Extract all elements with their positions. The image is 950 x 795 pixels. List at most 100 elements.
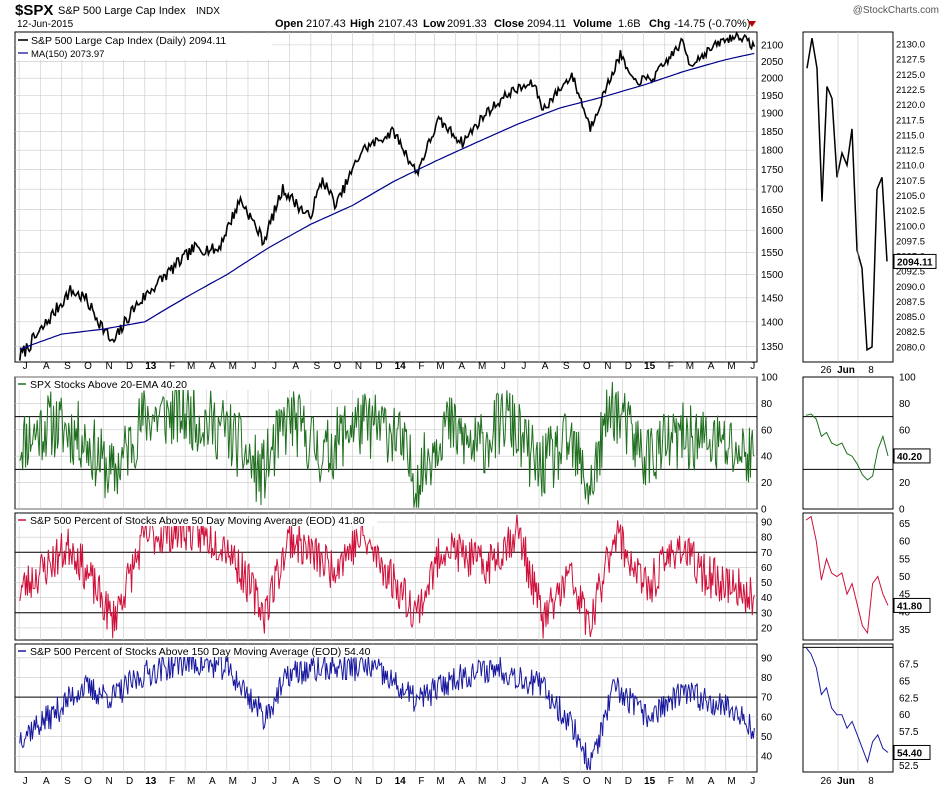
zoom-y-tick-label: 2100.0 (896, 221, 925, 232)
low-label: Low (423, 18, 445, 30)
legend-box (17, 34, 272, 60)
open-label: Open (275, 18, 303, 30)
down-arrow-icon (748, 21, 756, 27)
zoom-y-tick-label: 45 (899, 590, 911, 601)
x-tick-label: M (436, 361, 444, 372)
x-tick-label: N (604, 361, 611, 372)
x-tick-label: 13 (145, 361, 157, 372)
y-tick-label: 70 (761, 548, 773, 559)
x-tick-label: S (563, 776, 570, 787)
y-tick-label: 2100 (761, 40, 784, 51)
zoom-x-tick-label: Jun (837, 365, 855, 376)
y-tick-label: 90 (761, 653, 773, 664)
indicator-legend-box (17, 645, 377, 657)
close-label: Close (494, 18, 524, 30)
x-tick-label: O (84, 361, 92, 372)
x-tick-label: M (187, 776, 195, 787)
zoom-panel-frame-4 (802, 643, 894, 773)
x-tick-label: N (355, 361, 362, 372)
x-tick-label: O (333, 776, 341, 787)
x-tick-label: A (292, 776, 299, 787)
x-tick-label: D (625, 776, 632, 787)
y-tick-label: 1800 (761, 146, 784, 157)
y-tick-label: 0 (761, 505, 767, 516)
x-tick-label: J (501, 776, 506, 787)
zoom-y-tick-label: 2112.5 (896, 146, 924, 157)
x-tick-label: J (23, 776, 28, 787)
x-tick-label: D (375, 776, 382, 787)
chart-header: $SPX S&P 500 Large Cap Index INDX 12-Jun… (15, 2, 939, 30)
y-tick-label: 80 (761, 533, 773, 544)
zoom-price-line (806, 37, 888, 352)
zoom-y-tick-label: 0 (899, 505, 905, 516)
x-tick-label: A (458, 776, 465, 787)
y-tick-label: 1350 (761, 342, 784, 353)
x-tick-label: A (43, 776, 50, 787)
x-tick-label: A (209, 361, 216, 372)
chg-label: Chg (649, 18, 670, 30)
zoom-y-tick-label: 55 (899, 554, 911, 565)
zoom-y-tick-label: 2125.0 (896, 70, 925, 81)
x-tick-label: A (43, 361, 50, 372)
x-tick-label: O (583, 776, 591, 787)
x-tick-label: 15 (644, 361, 656, 372)
x-tick-label: S (314, 361, 321, 372)
y-tick-label: 1850 (761, 127, 784, 138)
zoom-y-tick-label: 60 (899, 425, 911, 436)
zoom-y-tick-label: 2085.0 (896, 312, 925, 323)
zoom-x-tick-label: 26 (820, 776, 832, 787)
x-tick-label: F (418, 776, 424, 787)
last-value-text: 41.80 (897, 601, 922, 612)
x-tick-label: F (169, 361, 175, 372)
last-value-text: 40.20 (897, 452, 922, 463)
zoom-y-tick-label: 2092.5 (896, 267, 925, 278)
x-tick-label: F (418, 361, 424, 372)
zoom-y-tick-label: 67.5 (899, 660, 919, 671)
y-tick-label: 40 (761, 593, 773, 604)
x-tick-label: 13 (145, 776, 157, 787)
volume-label: Volume (573, 18, 612, 30)
quote-bar: Open 2107.43 High 2107.43 Low 2091.33 Cl… (275, 18, 756, 30)
y-tick-label: 1400 (761, 317, 784, 328)
zoom-y-tick-label: 100 (899, 373, 916, 384)
y-tick-label: 80 (761, 399, 773, 410)
x-tick-label: J (251, 776, 256, 787)
chart-date: 12-Jun-2015 (17, 19, 74, 30)
x-tick-label: A (458, 361, 465, 372)
legend-ma-label: MA(150) 2073.97 (31, 49, 104, 60)
last-value-text: 2094.11 (897, 257, 933, 268)
x-tick-label: J (272, 361, 277, 372)
indicator-line-1 (19, 380, 755, 508)
x-tick-label: S (64, 776, 71, 787)
zoom-y-tick-label: 52.5 (899, 761, 919, 772)
zoom-y-tick-label: 65 (899, 677, 911, 688)
x-tick-label: O (583, 361, 591, 372)
ma150-line (19, 52, 755, 350)
indicator-line-2 (19, 513, 755, 639)
x-tick-label: N (355, 776, 362, 787)
symbol: $SPX (15, 2, 53, 19)
x-tick-label: 15 (644, 776, 656, 787)
indicator-line-3 (19, 650, 755, 771)
zoom-y-tick-label: 2110.0 (896, 161, 924, 172)
x-tick-label: S (64, 361, 71, 372)
x-tick-label: D (375, 361, 382, 372)
indicator-title: S&P 500 Percent of Stocks Above 150 Day … (30, 646, 371, 658)
x-tick-label: D (126, 776, 133, 787)
x-tick-label: J (251, 361, 256, 372)
zoom-x-tick-label: 26 (820, 365, 832, 376)
close-value: 2094.11 (527, 18, 566, 30)
x-tick-label: 14 (395, 361, 407, 372)
panel-frame-1 (14, 31, 758, 363)
high-label: High (350, 18, 375, 30)
last-value-badge (893, 253, 937, 269)
zoom-y-tick-label: 2130.0 (896, 40, 925, 51)
y-tick-label: 1500 (761, 270, 784, 281)
zoom-y-tick-label: 60 (899, 710, 911, 721)
zoom-y-tick-label: 60 (899, 537, 911, 548)
x-tick-label: D (625, 361, 632, 372)
x-tick-label: M (686, 361, 694, 372)
chg-value: -14.75 (-0.70%) (674, 18, 750, 30)
y-tick-label: 1750 (761, 165, 784, 176)
x-tick-label: J (501, 361, 506, 372)
